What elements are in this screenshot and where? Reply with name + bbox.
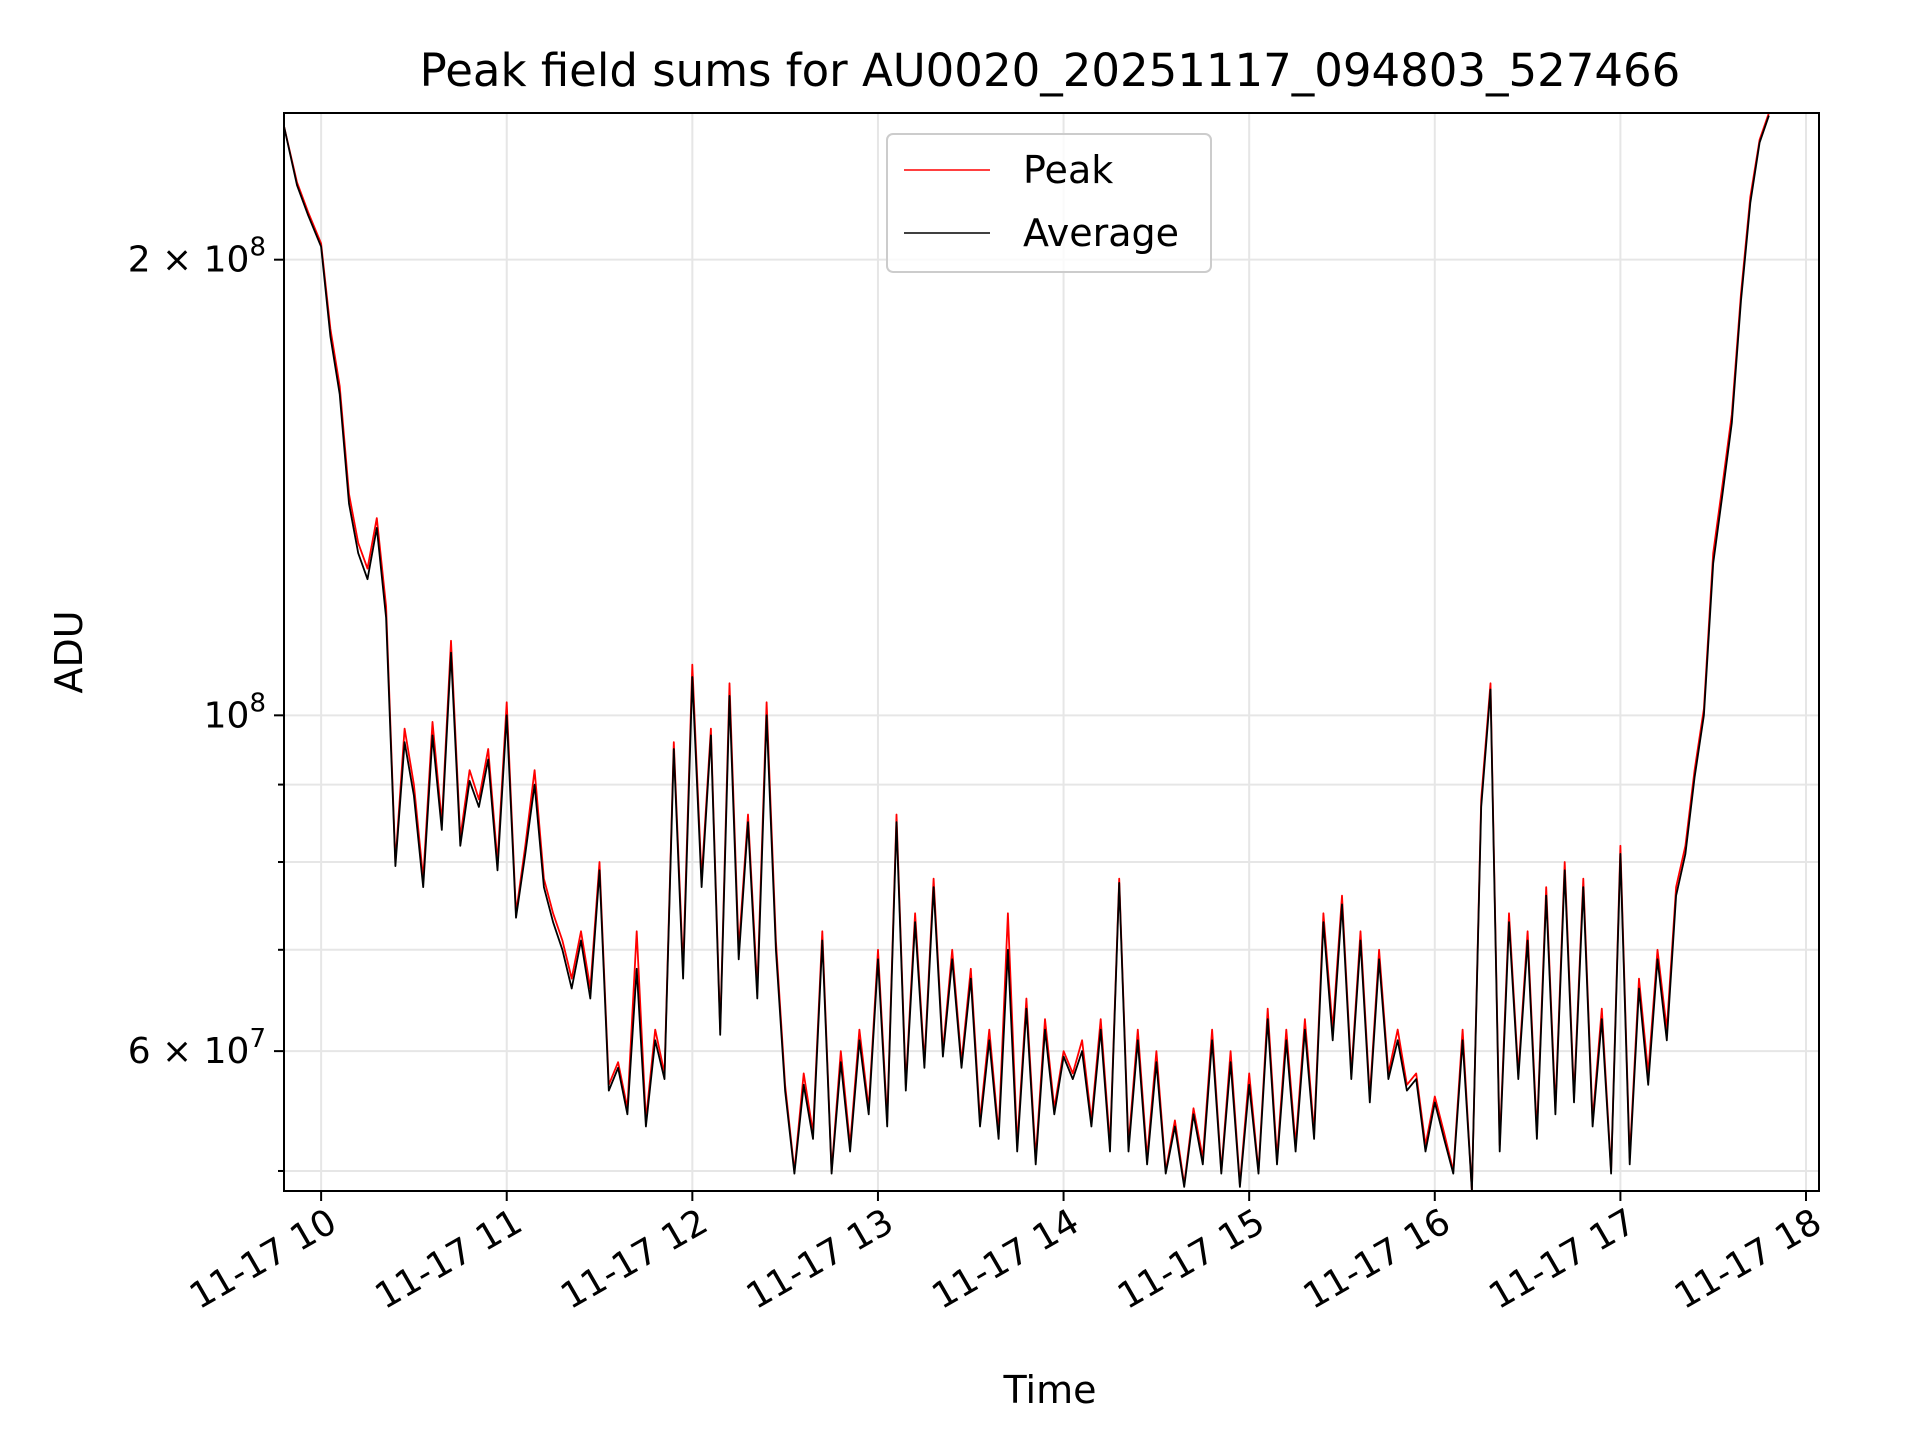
y-tick-label: 108 [204,688,266,736]
chart-title: Peak field sums for AU0020_20251117_0948… [420,44,1681,97]
y-tick-label: 6 × 107 [128,1024,266,1072]
legend: Peak Average [886,133,1212,273]
series-average-line [284,115,1770,1191]
y-axis-label: ADU [47,610,91,693]
legend-box [886,133,1212,273]
legend-peak-label: Peak [1023,148,1113,192]
legend-average-label: Average [1023,211,1179,255]
plot-area [284,113,1770,1191]
grid [284,113,1819,1191]
y-axis: 6 × 107 108 2 × 108 [128,233,284,1172]
plot-frame [283,112,1820,1192]
y-tick-label: 2 × 108 [128,233,266,281]
x-axis-label: Time [1003,1368,1097,1412]
